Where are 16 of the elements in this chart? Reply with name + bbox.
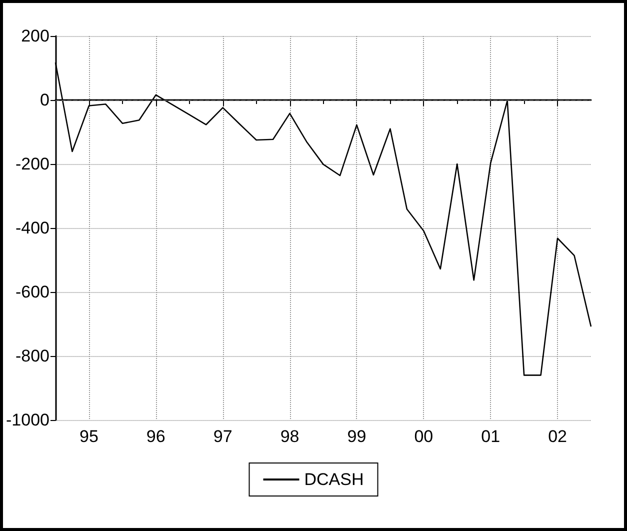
x-tick-label: 02: [548, 427, 567, 446]
x-tick-label: 01: [481, 427, 500, 446]
x-tick-label: 95: [79, 427, 98, 446]
x-tick-label: 96: [146, 427, 166, 446]
x-tick-label: 00: [414, 427, 434, 446]
x-tick-label: 97: [213, 427, 232, 446]
y-tick-label: -200: [15, 154, 50, 174]
x-tick-label: 98: [280, 427, 300, 446]
y-tick-label: 200: [21, 26, 50, 46]
legend-label: DCASH: [304, 470, 364, 489]
y-tick-label: 0: [40, 90, 50, 110]
y-tick-label: -800: [15, 346, 50, 366]
y-tick-label: -1000: [6, 410, 50, 430]
y-tick-label: -600: [15, 282, 50, 302]
x-tick-label: 99: [347, 427, 366, 446]
y-tick-label: -400: [15, 218, 50, 238]
